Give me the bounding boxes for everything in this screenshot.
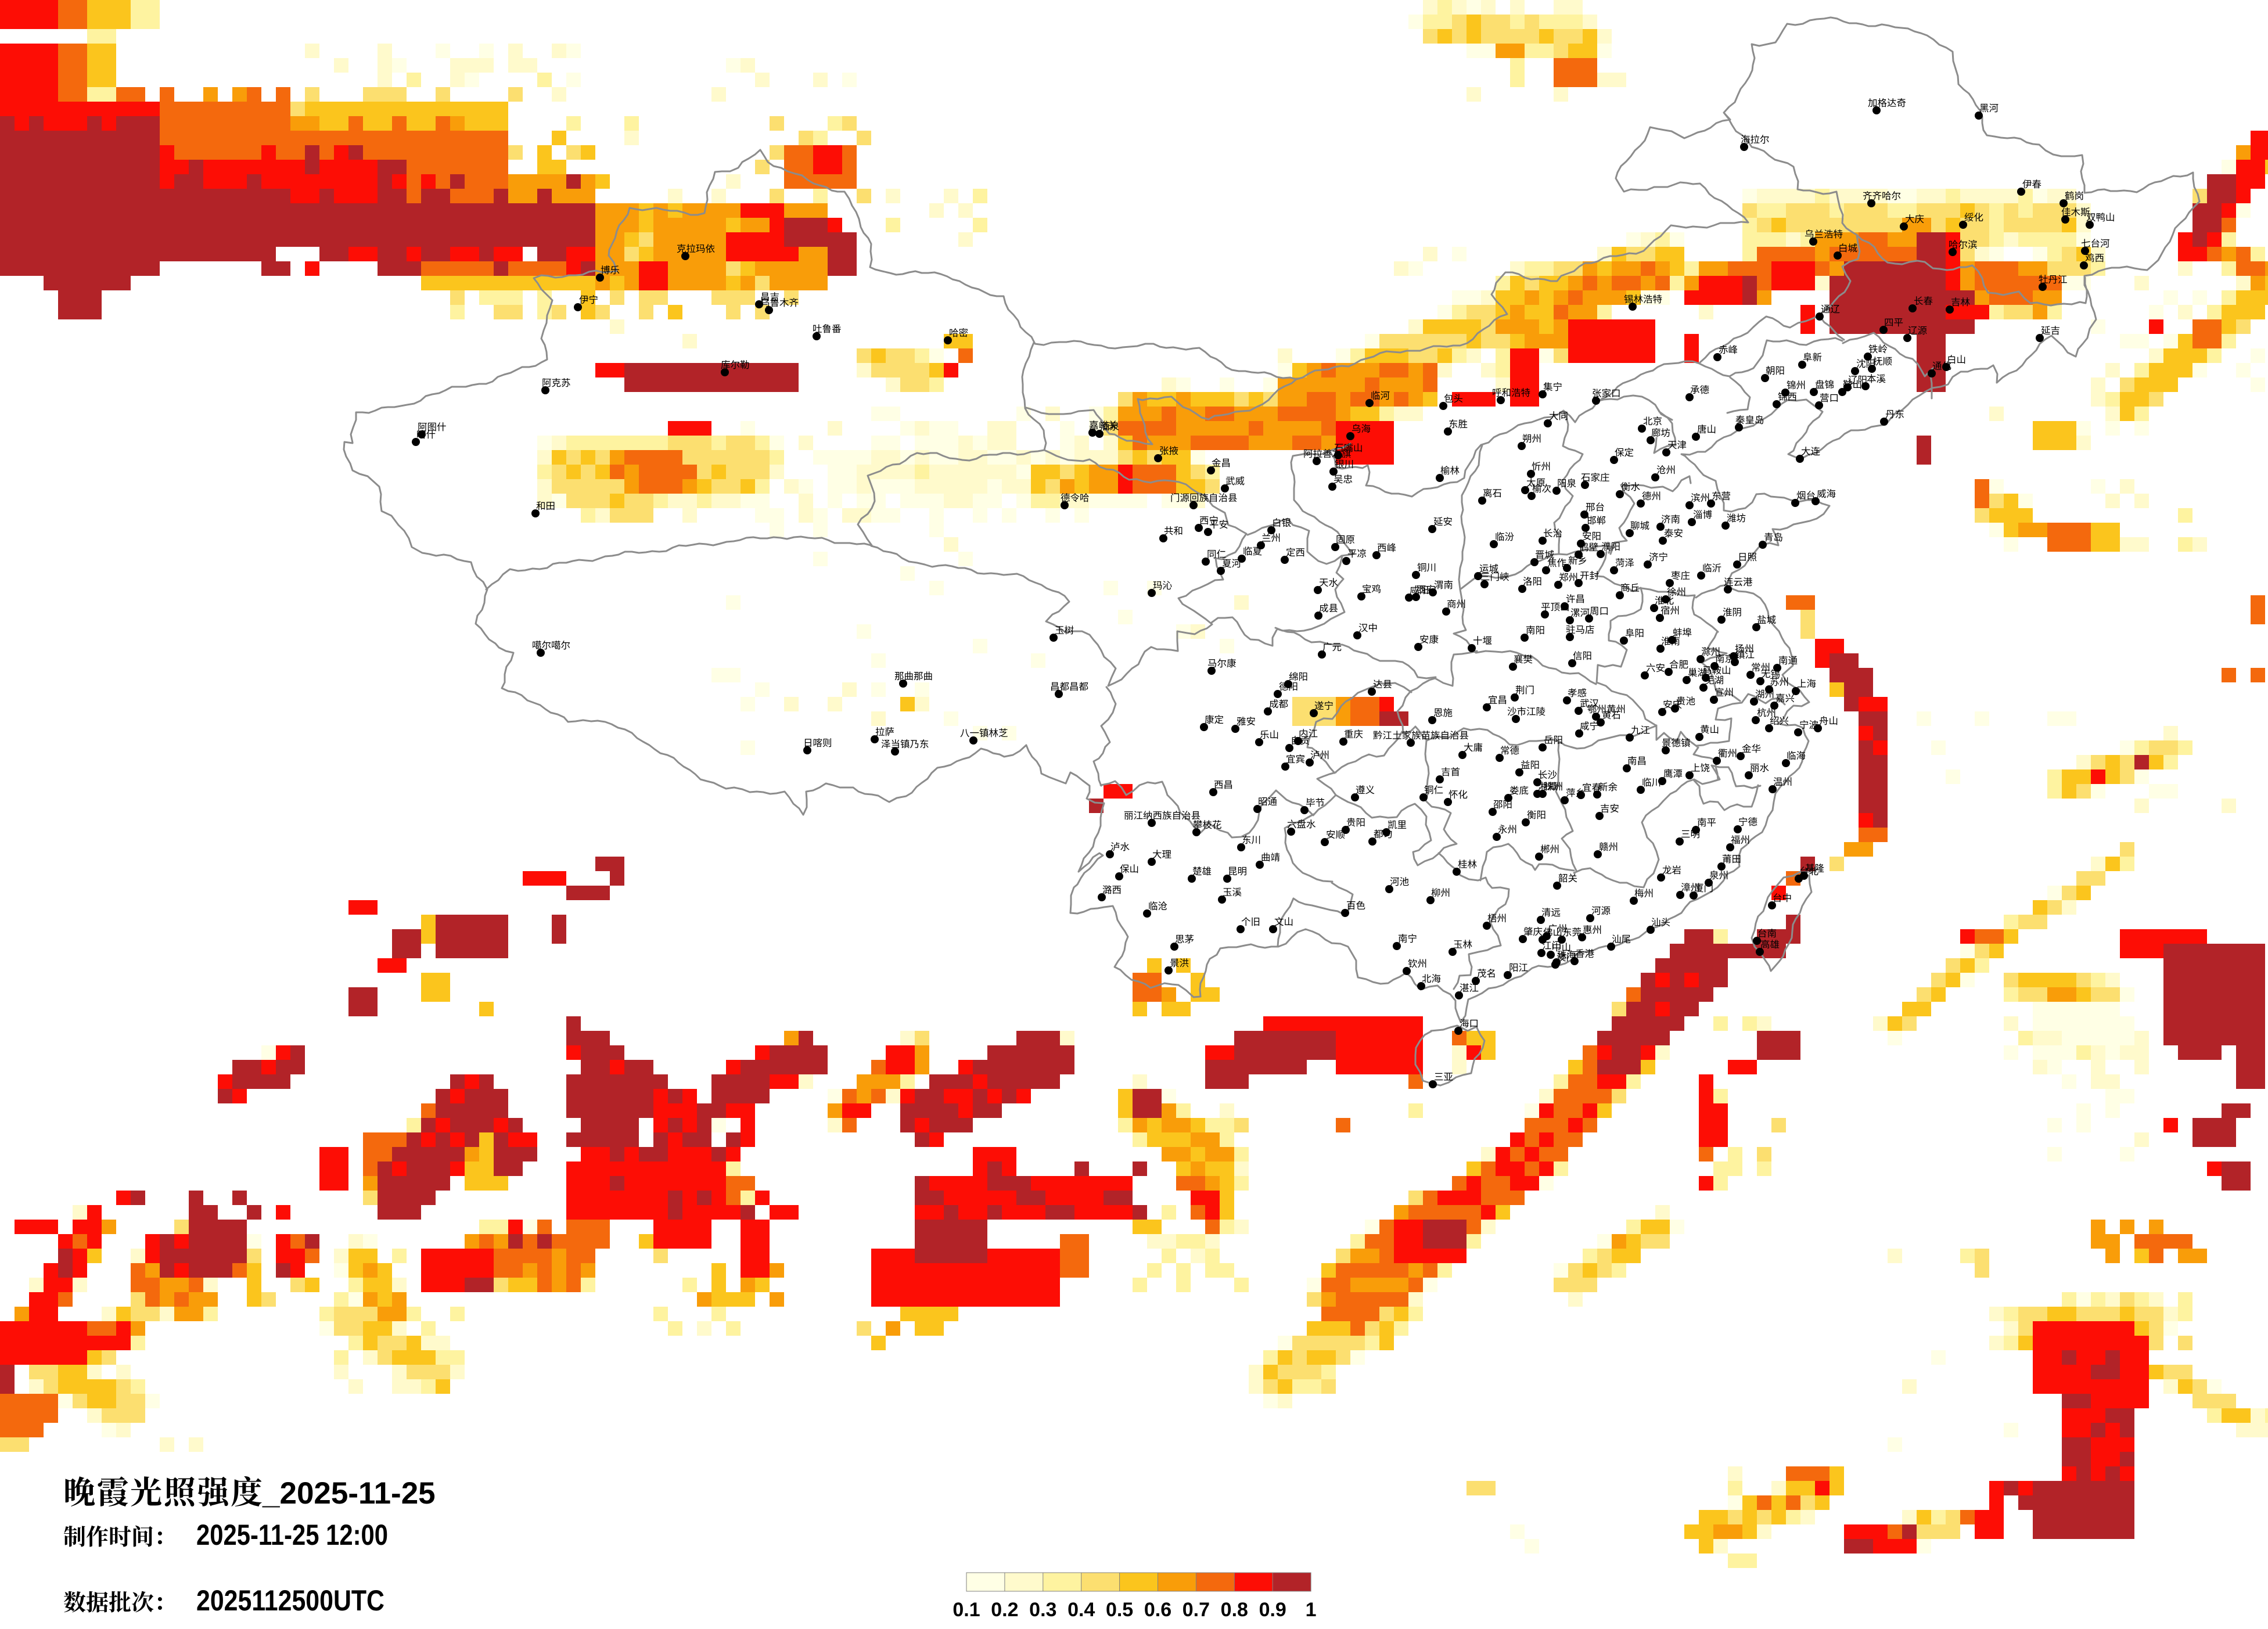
svg-text:0.9: 0.9 (1259, 1599, 1286, 1621)
svg-text:_2025-11-25: _2025-11-25 (262, 1476, 436, 1511)
svg-text:2025-11-25 12:00: 2025-11-25 12:00 (196, 1519, 388, 1551)
svg-text:0.6: 0.6 (1144, 1599, 1171, 1621)
svg-text:0.7: 0.7 (1182, 1599, 1210, 1621)
svg-text:0.2: 0.2 (991, 1599, 1018, 1621)
svg-text:0.4: 0.4 (1067, 1599, 1095, 1621)
svg-text:2025112500UTC: 2025112500UTC (196, 1584, 384, 1617)
svg-text:0.1: 0.1 (953, 1599, 980, 1621)
svg-text:0.8: 0.8 (1221, 1599, 1248, 1621)
svg-text:1: 1 (1306, 1599, 1317, 1621)
svg-text:0.3: 0.3 (1029, 1599, 1056, 1621)
svg-text:0.5: 0.5 (1106, 1599, 1133, 1621)
